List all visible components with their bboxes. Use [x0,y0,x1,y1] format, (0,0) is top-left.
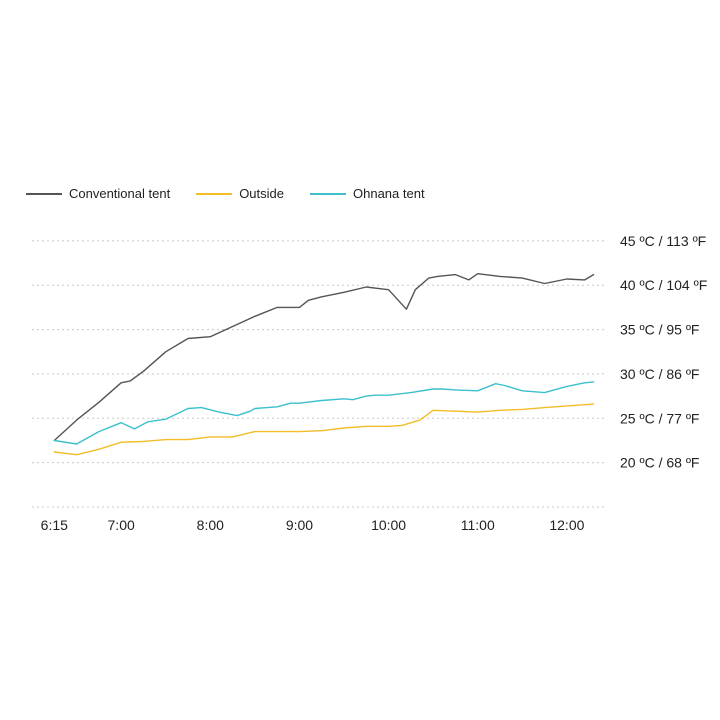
legend-swatch-outside [196,192,233,195]
legend-item-outside: Outside [196,186,284,201]
x-tick-label-1: 7:00 [108,517,135,533]
grid-lines [32,240,607,508]
y-tick-label-5: 45 ºC / 113 ºF [620,233,706,249]
x-tick-label-6: 12:00 [549,517,584,533]
legend-swatch-ohnana [310,192,346,195]
y-tick-label-2: 30 ºC / 86 ºF [620,366,699,382]
legend-label-ohnana: Ohnana tent [353,186,425,201]
x-tick-label-5: 11:00 [461,517,495,533]
y-tick-label-1: 25 ºC / 77 ºF [620,410,699,426]
x-tick-label-3: 9:00 [286,517,313,533]
y-tick-label-3: 35 ºC / 95 ºF [620,322,699,338]
legend-swatch-conventional [26,192,62,195]
legend-label-conventional: Conventional tent [69,186,171,201]
series-line-conventional-tent [53,273,595,442]
x-tick-label-0: 6:15 [41,517,68,533]
y-axis-tick-labels: 20 ºC / 68 ºF 25 ºC / 77 ºF 30 ºC / 86 ºF 3… [620,233,707,471]
series-lines [53,273,595,456]
legend-label-outside: Outside [239,186,284,201]
legend-item-conventional: Conventional tent [26,186,170,201]
x-axis-tick-labels: 6:15 7:00 8:00 9:00 10:00 11:00 12:00 [41,517,585,533]
y-tick-label-0: 20 ºC / 68 ºF [620,455,699,471]
chart-legend: Conventional tent Outside Ohnana tent [26,186,451,201]
y-tick-label-4: 40 ºC / 104 ºF [620,277,707,293]
legend-item-ohnana: Ohnana tent [310,186,425,201]
series-line-ohnana-tent [53,381,595,445]
series-line-outside [53,403,595,456]
x-tick-label-4: 10:00 [371,517,406,533]
x-tick-label-2: 8:00 [197,517,224,533]
